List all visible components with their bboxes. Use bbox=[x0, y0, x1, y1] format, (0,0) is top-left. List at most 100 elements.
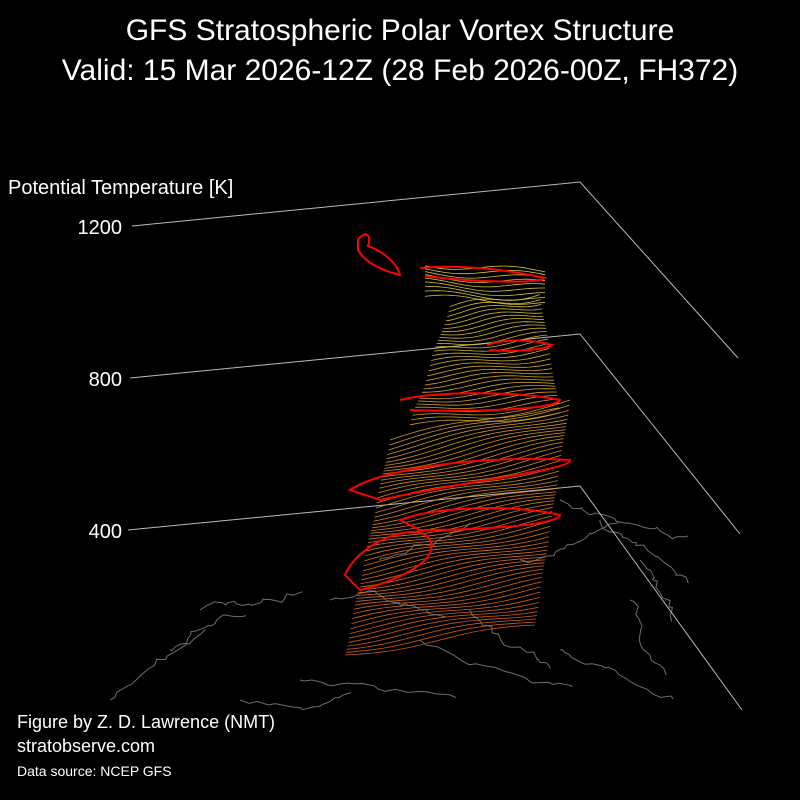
coastline-1 bbox=[169, 614, 247, 652]
vortex-contour-60 bbox=[415, 394, 558, 409]
vortex-contour-25 bbox=[365, 520, 552, 556]
vortex-contour-82 bbox=[444, 311, 543, 326]
vortex-contour-57 bbox=[411, 407, 560, 421]
highlight-contour-5 bbox=[419, 265, 547, 283]
vortex-contour-46 bbox=[382, 435, 565, 475]
vortex-contour-54 bbox=[389, 404, 570, 446]
vortex-contour-93 bbox=[424, 271, 546, 279]
vortex-contour-8 bbox=[351, 591, 541, 624]
vortex-contour-20 bbox=[361, 545, 548, 581]
vortex-contour-67 bbox=[424, 372, 553, 386]
vortex-contour-51 bbox=[386, 419, 568, 459]
credit-data-source: Data source: NCEP GFS bbox=[17, 763, 172, 779]
vortex-contour-90 bbox=[424, 281, 545, 292]
vortex-contour-15 bbox=[357, 562, 545, 596]
vortex-contour-65 bbox=[421, 378, 555, 393]
vortex-contour-28 bbox=[367, 507, 553, 543]
vortex-contour-38 bbox=[375, 470, 560, 509]
coastline-7 bbox=[599, 520, 689, 584]
coastline-14 bbox=[639, 559, 673, 622]
vortex-contour-68 bbox=[425, 368, 553, 381]
coastline-2 bbox=[199, 591, 303, 611]
vortex-contour-79 bbox=[440, 321, 545, 336]
vortex-contour-75 bbox=[435, 334, 548, 349]
vortex-contour-61 bbox=[416, 391, 557, 406]
chart-subtitle: Valid: 15 Mar 2026-12Z (28 Feb 2026-00Z,… bbox=[61, 54, 739, 87]
z-axis-label: Potential Temperature [K] bbox=[8, 177, 233, 199]
vortex-contour-45 bbox=[381, 438, 564, 478]
vortex-contour-83 bbox=[445, 308, 543, 322]
coastline-8 bbox=[629, 599, 667, 676]
coastline-3 bbox=[329, 590, 447, 618]
chart-title: GFS Stratospheric Polar Vortex Structure bbox=[125, 14, 675, 47]
vortex-contour-55 bbox=[389, 399, 571, 441]
vortex-contour-1 bbox=[345, 621, 536, 653]
vortex-contour-48 bbox=[384, 429, 566, 469]
vortex-contour-37 bbox=[375, 475, 559, 514]
vortex-contour-52 bbox=[387, 414, 569, 455]
vortex-contour-47 bbox=[383, 432, 565, 472]
coastline-0 bbox=[109, 629, 206, 701]
vortex-contour-12 bbox=[354, 572, 543, 606]
vortex-contour-18 bbox=[359, 553, 547, 588]
vortex-contour-19 bbox=[360, 549, 548, 584]
vortex-contour-6 bbox=[349, 602, 539, 634]
vortex-contour-32 bbox=[371, 494, 556, 531]
vortex-contour-35 bbox=[373, 484, 558, 522]
vortex-contour-36 bbox=[374, 480, 558, 518]
z-axis-planes bbox=[127, 181, 743, 711]
vortex-contour-69 bbox=[427, 363, 552, 377]
vortex-contour-14 bbox=[356, 565, 544, 599]
vortex-contour-17 bbox=[358, 556, 546, 591]
vortex-contour-24 bbox=[364, 525, 551, 562]
vortex-contour-27 bbox=[367, 511, 553, 547]
vortex-contour-2 bbox=[346, 618, 537, 650]
vortex-contour-4 bbox=[348, 611, 538, 643]
vortex-contour-11 bbox=[353, 576, 543, 610]
vortex-contour-50 bbox=[385, 422, 567, 463]
highlight-contour-3 bbox=[399, 392, 562, 412]
highlight-contour-2 bbox=[347, 458, 571, 502]
z-plane-400 bbox=[127, 485, 743, 711]
vortex-contour-16 bbox=[358, 559, 546, 594]
vortex-contour-44 bbox=[380, 441, 564, 481]
vortex-contour-94 bbox=[424, 268, 546, 276]
z-axis-labels: Potential Temperature [K] 400 800 1200 bbox=[8, 177, 233, 543]
vortex-isosurface bbox=[343, 233, 571, 656]
vortex-contour-22 bbox=[362, 536, 550, 572]
z-plane-800 bbox=[129, 333, 741, 535]
vortex-contour-66 bbox=[423, 375, 554, 390]
vortex-contour-84 bbox=[447, 304, 542, 317]
coastline-13 bbox=[559, 649, 674, 700]
vortex-contour-43 bbox=[380, 445, 563, 485]
vortex-contour-5 bbox=[349, 606, 539, 639]
coastline-5 bbox=[519, 522, 619, 564]
vortex-contour-91 bbox=[424, 277, 546, 288]
vortex-contour-87 bbox=[424, 294, 546, 305]
vortex-contour-80 bbox=[442, 318, 545, 333]
vortex-contour-53 bbox=[388, 409, 569, 451]
coastline-10 bbox=[469, 609, 551, 669]
coastline-4 bbox=[419, 639, 573, 687]
vortex-contour-3 bbox=[347, 615, 537, 647]
vortex-contour-21 bbox=[362, 541, 549, 576]
vortex-contour-78 bbox=[439, 324, 546, 339]
z-tick-label-1200: 1200 bbox=[78, 217, 123, 239]
highlight-contour-4 bbox=[486, 339, 555, 352]
credit-author: Figure by Z. D. Lawrence (NMT) bbox=[17, 712, 276, 732]
z-tick-label-400: 400 bbox=[89, 521, 122, 543]
vortex-contour-70 bbox=[428, 358, 551, 372]
z-plane-1200 bbox=[131, 181, 739, 359]
vortex-contour-0 bbox=[344, 624, 536, 656]
vortex-contour-10 bbox=[353, 581, 542, 614]
credit-website: stratobserve.com bbox=[17, 736, 156, 756]
vortex-contour-73 bbox=[432, 343, 549, 356]
vortex-contour-13 bbox=[355, 568, 544, 602]
vortex-contour-63 bbox=[419, 385, 556, 400]
highlight-contour-1 bbox=[397, 507, 562, 532]
highlight-contour-6 bbox=[357, 233, 402, 277]
coastline-6 bbox=[559, 499, 689, 540]
vortex-contour-81 bbox=[443, 314, 544, 329]
highlight-contour-0 bbox=[343, 531, 433, 592]
